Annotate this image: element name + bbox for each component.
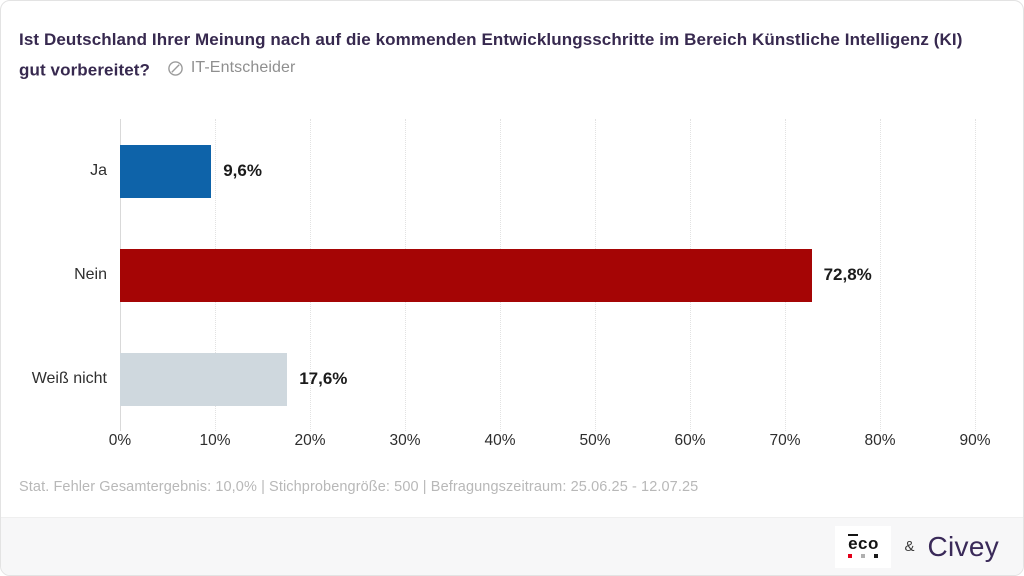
gridline: [975, 119, 976, 431]
x-tick-label: 40%: [484, 432, 516, 449]
x-tick-label: 60%: [674, 432, 706, 449]
eco-logo-text: eco: [848, 533, 879, 553]
eco-logo: eco: [835, 525, 892, 568]
question-text: Ist Deutschland Ihrer Meinung nach auf d…: [19, 30, 963, 80]
x-tick-label: 20%: [294, 432, 326, 449]
bar-chart: Ja Nein Weiß nicht 9,6% 72,8% 17,6%: [1, 119, 1023, 431]
plot-area: 9,6% 72,8% 17,6%: [120, 119, 976, 431]
bar-ja: [120, 144, 212, 198]
x-tick-label: 50%: [579, 432, 611, 449]
audience-label: IT-Entscheider: [190, 59, 296, 76]
target-group-icon: [167, 60, 184, 77]
bar-weiß-nicht: [120, 352, 288, 406]
civey-logo: Civey: [927, 530, 999, 562]
category-column: Ja Nein Weiß nicht: [1, 119, 107, 431]
x-tick-label: 10%: [199, 432, 231, 449]
value-label: 72,8%: [823, 265, 872, 284]
value-label: 17,6%: [299, 369, 348, 388]
eco-logo-dot: [861, 553, 866, 558]
bar-nein: [120, 248, 812, 302]
branding-footer: eco & Civey: [1, 517, 1023, 575]
stats-note: Stat. Fehler Gesamtergebnis: 10,0% | Sti…: [19, 479, 699, 495]
eco-logo-dot: [848, 553, 853, 558]
x-tick-label: 0%: [108, 432, 132, 449]
category-label: Weiß nicht: [31, 370, 107, 387]
ampersand: &: [904, 538, 915, 555]
audience-badge: IT-Entscheider: [167, 54, 296, 82]
bar-row: 17,6%: [120, 327, 975, 431]
x-tick-label: 80%: [864, 432, 896, 449]
page-title: Ist Deutschland Ihrer Meinung nach auf d…: [19, 26, 981, 85]
bar-row: 9,6%: [120, 119, 975, 223]
bars-column: 9,6% 72,8% 17,6%: [120, 119, 975, 431]
bar-row: 72,8%: [120, 223, 975, 327]
category-label: Ja: [90, 162, 107, 179]
x-tick-label: 70%: [769, 432, 801, 449]
eco-logo-dot: [874, 553, 879, 558]
value-label: 9,6%: [223, 161, 262, 180]
gridline: [880, 119, 881, 431]
x-axis-ticks: 0% 10% 20% 30% 40% 50% 60% 70% 80% 90%: [109, 432, 991, 454]
category-label: Nein: [74, 266, 107, 283]
x-tick-label: 30%: [389, 432, 421, 449]
x-tick-label: 90%: [959, 432, 991, 449]
eco-logo-dots: [848, 553, 879, 558]
